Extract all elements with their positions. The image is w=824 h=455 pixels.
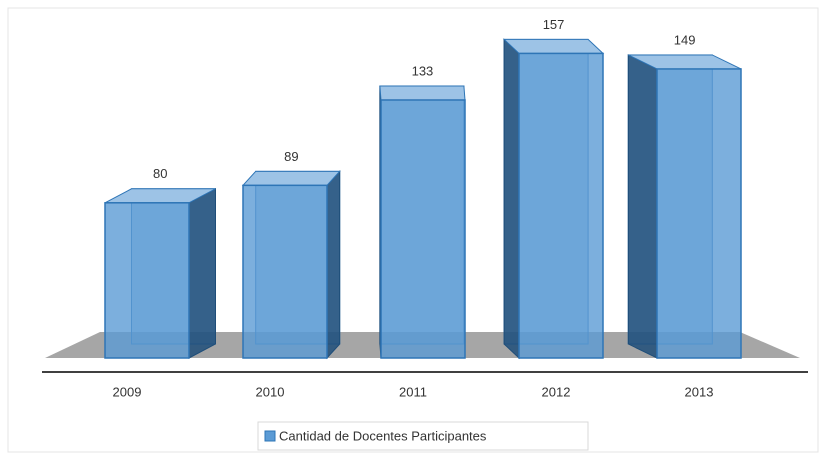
legend-label: Cantidad de Docentes Participantes bbox=[279, 428, 487, 443]
legend-marker bbox=[264, 430, 276, 442]
data-label: 133 bbox=[412, 63, 434, 78]
bar-top bbox=[379, 85, 466, 101]
bar-side bbox=[326, 170, 341, 360]
bar-top bbox=[241, 170, 341, 186]
bar-side bbox=[188, 187, 216, 359]
data-label: 89 bbox=[284, 149, 298, 164]
x-tick-label: 2011 bbox=[399, 384, 427, 399]
x-tick-label: 2013 bbox=[685, 384, 714, 399]
data-label: 157 bbox=[543, 17, 565, 32]
bar-side bbox=[627, 54, 658, 359]
bar bbox=[380, 99, 466, 359]
bar-side bbox=[503, 38, 520, 360]
bar bbox=[656, 68, 742, 359]
data-label: 149 bbox=[674, 32, 696, 47]
bar bbox=[242, 184, 328, 359]
data-label: 80 bbox=[153, 166, 167, 181]
bar bbox=[518, 52, 604, 359]
legend bbox=[257, 421, 589, 451]
x-tick-label: 2010 bbox=[256, 384, 285, 399]
x-tick-label: 2012 bbox=[542, 384, 571, 399]
bar-top bbox=[502, 38, 605, 54]
x-tick-label: 2009 bbox=[113, 384, 142, 399]
bar bbox=[104, 202, 190, 359]
